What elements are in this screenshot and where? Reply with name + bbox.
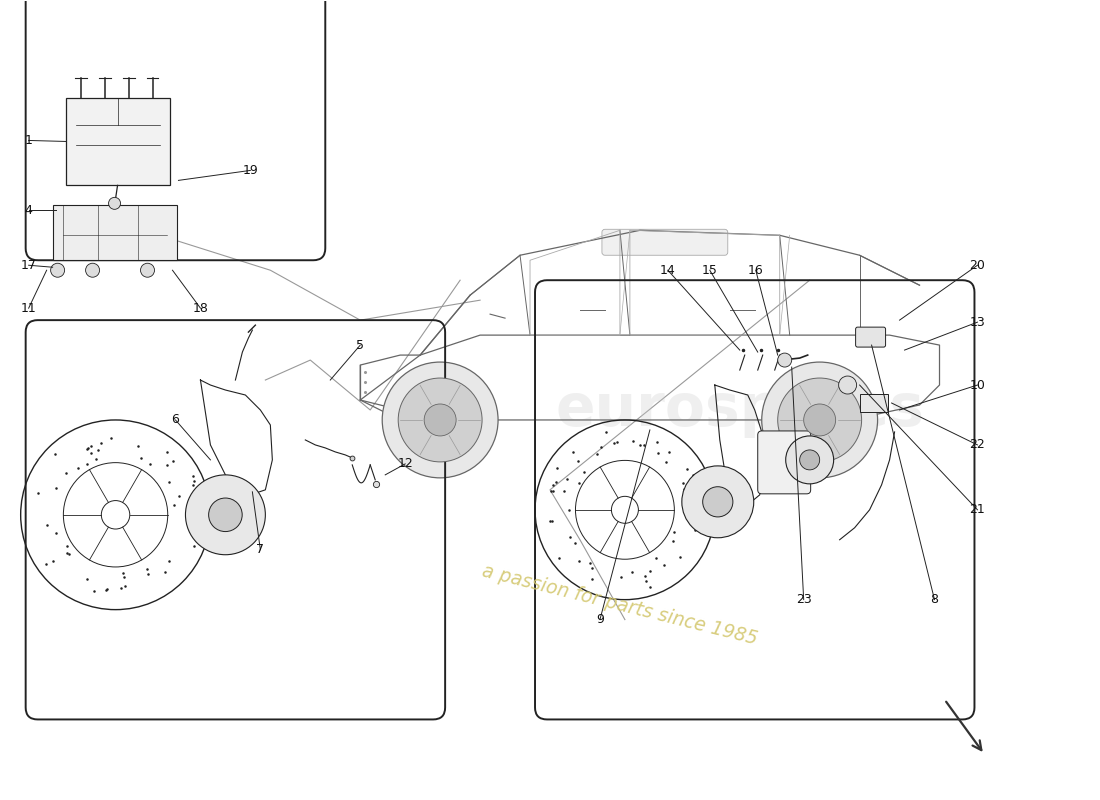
Circle shape bbox=[703, 486, 733, 517]
Circle shape bbox=[86, 263, 100, 278]
Text: 4: 4 bbox=[24, 204, 33, 217]
Text: 16: 16 bbox=[748, 264, 763, 277]
Circle shape bbox=[778, 378, 861, 462]
Text: 7: 7 bbox=[256, 543, 264, 556]
Text: 19: 19 bbox=[242, 164, 258, 177]
Circle shape bbox=[425, 404, 456, 436]
Text: 23: 23 bbox=[795, 593, 812, 606]
Circle shape bbox=[209, 498, 242, 531]
Circle shape bbox=[804, 404, 836, 436]
FancyBboxPatch shape bbox=[856, 327, 886, 347]
Text: 9: 9 bbox=[596, 613, 604, 626]
Text: 20: 20 bbox=[969, 258, 986, 272]
Circle shape bbox=[761, 362, 878, 478]
Text: 8: 8 bbox=[931, 593, 938, 606]
Circle shape bbox=[398, 378, 482, 462]
Circle shape bbox=[186, 475, 265, 554]
Text: a passion for parts since 1985: a passion for parts since 1985 bbox=[481, 561, 760, 648]
Text: 17: 17 bbox=[21, 258, 36, 272]
Text: 11: 11 bbox=[21, 302, 36, 314]
Text: 14: 14 bbox=[660, 264, 675, 277]
Text: 6: 6 bbox=[172, 414, 179, 426]
Text: 21: 21 bbox=[969, 503, 986, 516]
Circle shape bbox=[785, 436, 834, 484]
Circle shape bbox=[51, 263, 65, 278]
Circle shape bbox=[682, 466, 754, 538]
Circle shape bbox=[778, 353, 792, 367]
Text: 10: 10 bbox=[969, 378, 986, 391]
Text: 22: 22 bbox=[969, 438, 986, 451]
Text: 18: 18 bbox=[192, 302, 208, 314]
Circle shape bbox=[838, 376, 857, 394]
Text: 15: 15 bbox=[702, 264, 717, 277]
Text: 13: 13 bbox=[969, 316, 986, 329]
Text: 12: 12 bbox=[397, 458, 414, 470]
Circle shape bbox=[141, 263, 154, 278]
FancyBboxPatch shape bbox=[602, 230, 728, 255]
FancyBboxPatch shape bbox=[66, 98, 170, 186]
FancyBboxPatch shape bbox=[53, 206, 177, 260]
Text: 1: 1 bbox=[24, 134, 33, 147]
Circle shape bbox=[109, 198, 121, 210]
Text: 5: 5 bbox=[356, 338, 364, 351]
FancyBboxPatch shape bbox=[859, 394, 888, 412]
Circle shape bbox=[382, 362, 498, 478]
FancyBboxPatch shape bbox=[758, 431, 811, 494]
Text: eurospares: eurospares bbox=[556, 382, 924, 438]
Circle shape bbox=[800, 450, 820, 470]
